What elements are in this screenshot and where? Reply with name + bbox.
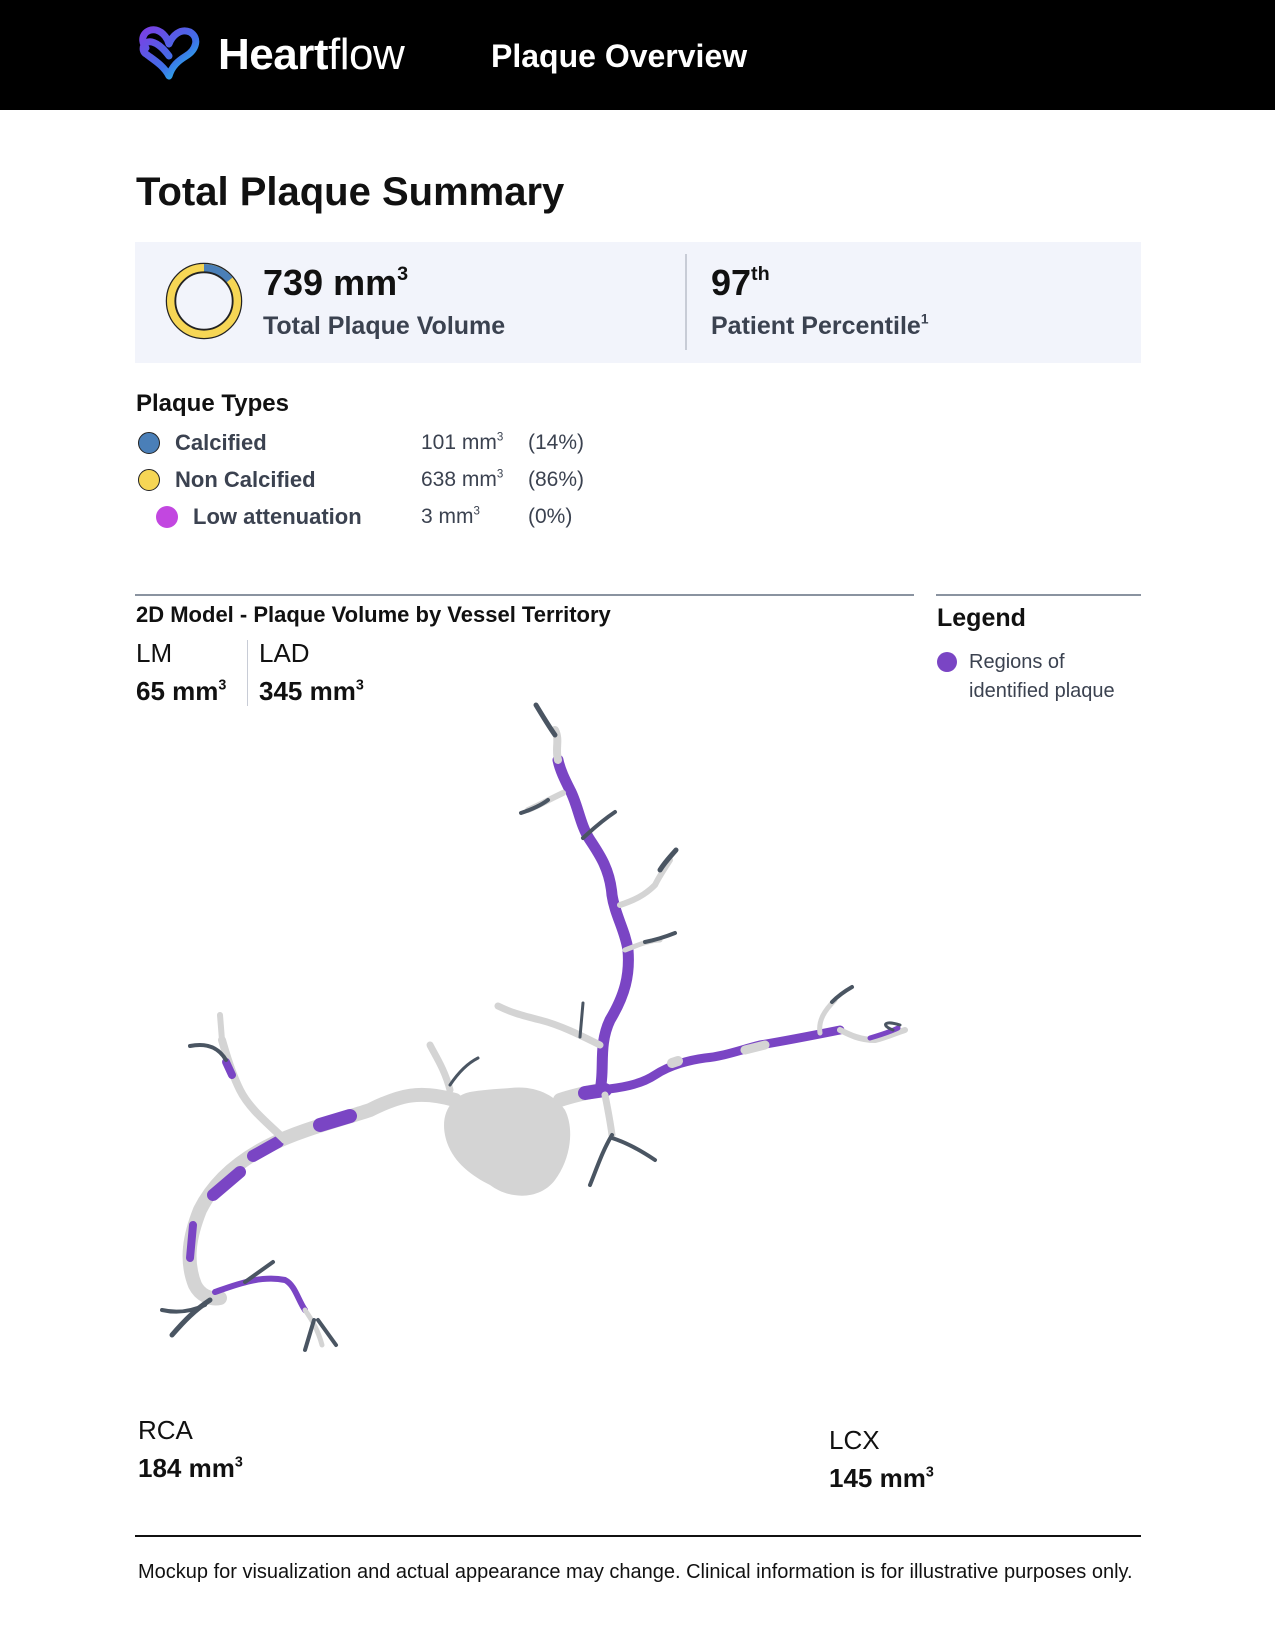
calcified-dot-icon <box>138 432 160 454</box>
lad-branch <box>494 1002 604 1049</box>
footer-disclaimer: Mockup for visualization and actual appe… <box>138 1561 1133 1583</box>
rca-tip <box>302 1307 325 1348</box>
legend-section-rule <box>936 594 1141 596</box>
lad-vessel <box>552 754 634 1096</box>
plaque-region-dot-icon <box>937 652 957 672</box>
plaque-type-name: Low attenuation <box>193 504 362 529</box>
header-title: Plaque Overview <box>491 38 748 74</box>
lcx-tip <box>884 1021 902 1032</box>
plaque-type-volume: 101 mm3 <box>421 431 504 454</box>
total-plaque-volume-label: Total Plaque Volume <box>263 312 506 340</box>
rca-tip <box>217 1012 225 1043</box>
plaque-type-percent: (86%) <box>528 468 585 491</box>
rca-tip <box>243 1260 275 1284</box>
legend-title: Legend <box>937 604 1026 632</box>
lad-branch <box>581 810 617 840</box>
model-title: 2D Model - Plaque Volume by Vessel Terri… <box>136 602 611 627</box>
low-attenuation-dot-icon <box>156 506 178 528</box>
plaque-type-row-low-attenuation: Low attenuation 3 mm3 (0%) <box>136 504 636 534</box>
plaque-type-volume: 638 mm3 <box>421 468 504 491</box>
territory-lcx-name: LCX <box>829 1425 880 1455</box>
rca-plaque-segment <box>186 1221 197 1262</box>
model-section-rule <box>135 594 914 596</box>
footer-rule <box>135 1535 1141 1537</box>
lcx-branch <box>837 1027 908 1043</box>
lcx-tip <box>830 985 854 1004</box>
plaque-type-name: Calcified <box>175 430 267 455</box>
plaque-types-title: Plaque Types <box>136 390 289 417</box>
page-title: Total Plaque Summary <box>136 170 565 214</box>
rca-vessel <box>182 1087 462 1306</box>
heart-loop-icon <box>139 26 200 80</box>
legend-item-label: Regions of identified plaque <box>969 651 1115 702</box>
lcx-gray-segment <box>667 1056 683 1068</box>
territory-lad-value: 345 mm3 <box>259 676 364 706</box>
territory-lad-name: LAD <box>259 638 310 668</box>
lad-branch <box>617 857 673 908</box>
plaque-type-row-calcified: Calcified 101 mm3 (14%) <box>136 430 636 460</box>
territory-lm-name: LM <box>136 638 173 668</box>
territory-rca-name: RCA <box>138 1415 193 1445</box>
territory-divider <box>247 640 248 706</box>
coronary-vessel-map <box>160 702 908 1352</box>
patient-percentile-value: 97th <box>711 262 770 303</box>
rca-plaque-segment <box>247 1136 284 1162</box>
rca-tip <box>169 1297 213 1338</box>
plaque-donut-chart <box>165 262 243 340</box>
om-branch <box>601 1091 616 1139</box>
summary-card: 739 mm3 Total Plaque Volume 97th Patient… <box>135 242 1141 363</box>
patient-percentile-label: Patient Percentile1 <box>711 311 929 340</box>
rca-branch <box>212 1275 308 1313</box>
lcx-vessel <box>595 1025 845 1095</box>
logo-wordmark: Heartflow <box>218 30 405 79</box>
territory-lm-value: 65 mm3 <box>136 676 227 706</box>
territory-rca-value: 184 mm3 <box>138 1453 243 1483</box>
rca-plaque-segment <box>207 1166 246 1201</box>
donut-calcified-arc <box>167 264 241 338</box>
rca-tip <box>316 1318 338 1347</box>
plaque-type-volume: 3 mm3 <box>421 505 480 528</box>
plaque-type-percent: (0%) <box>528 505 573 528</box>
lad-tip <box>657 847 679 873</box>
plaque-type-row-noncalcified: Non Calcified 638 mm3 (86%) <box>136 467 636 497</box>
om-tip <box>610 1136 657 1162</box>
rca-plaque-segment <box>222 1058 236 1079</box>
lcx-tip <box>867 1025 901 1041</box>
lad-tip <box>533 702 558 738</box>
rca-tip <box>160 1303 207 1314</box>
summary-divider <box>685 254 687 350</box>
rca-branch <box>218 1036 289 1144</box>
territory-lcx-value: 145 mm3 <box>829 1463 934 1493</box>
noncalcified-dot-icon <box>138 469 160 491</box>
lcx-gray-segment <box>740 1040 770 1055</box>
om-tip <box>588 1133 614 1187</box>
heart-top-branch <box>426 1041 454 1094</box>
lad-tip <box>578 1001 585 1039</box>
plaque-type-percent: (14%) <box>528 431 585 454</box>
rca-tip <box>188 1043 228 1062</box>
heart-body-shape <box>444 1087 571 1196</box>
plaque-type-name: Non Calcified <box>175 467 316 492</box>
rca-plaque-segment <box>313 1109 357 1132</box>
lad-tip <box>643 931 677 944</box>
total-plaque-volume-value: 739 mm3 <box>263 262 409 303</box>
heart-top-branch <box>448 1056 480 1087</box>
lad-tip <box>519 798 550 815</box>
rca-tip <box>303 1318 316 1352</box>
header-bar: Heartflow Plaque Overview <box>0 0 1275 110</box>
